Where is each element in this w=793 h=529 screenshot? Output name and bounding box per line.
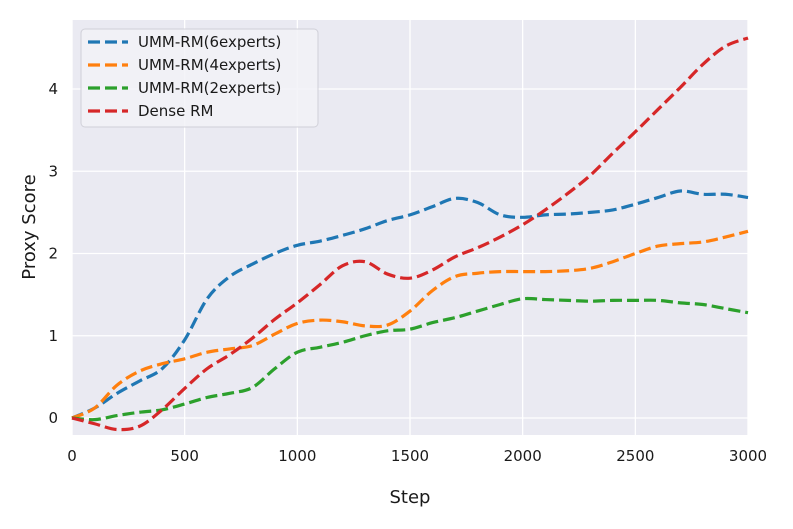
x-axis-ticks: 0 500 1000 1500 2000 2500 3000 [67,447,767,465]
x-tick-label: 3000 [729,447,767,465]
x-tick-label: 500 [170,447,199,465]
y-tick-label: 0 [48,409,58,427]
series-line [71,296,749,422]
series-line [71,36,749,432]
y-axis-ticks: 0 1 2 3 4 [48,80,58,427]
y-tick-label: 3 [48,162,58,180]
series-line [71,229,749,420]
x-tick-label: 2000 [504,447,542,465]
legend-box [80,28,319,128]
legend-label: Dense RM [138,102,213,120]
x-axis-label: Step [390,487,431,508]
x-tick-label: 1500 [391,447,429,465]
y-tick-label: 2 [48,245,58,263]
x-tick-label: 0 [67,447,77,465]
legend: UMM-RM(6experts) UMM-RM(4experts) UMM-RM(2… [80,28,319,128]
x-tick-label: 1000 [278,447,316,465]
legend-label: UMM-RM(2experts) [138,79,281,97]
y-tick-label: 4 [48,80,58,98]
series-lines [71,36,749,432]
x-tick-label: 2500 [616,447,654,465]
legend-label: UMM-RM(6experts) [138,33,281,51]
y-axis-label: Proxy Score [19,174,40,279]
series-line [71,189,749,420]
legend-label: UMM-RM(4experts) [138,56,281,74]
y-tick-label: 1 [48,327,58,345]
